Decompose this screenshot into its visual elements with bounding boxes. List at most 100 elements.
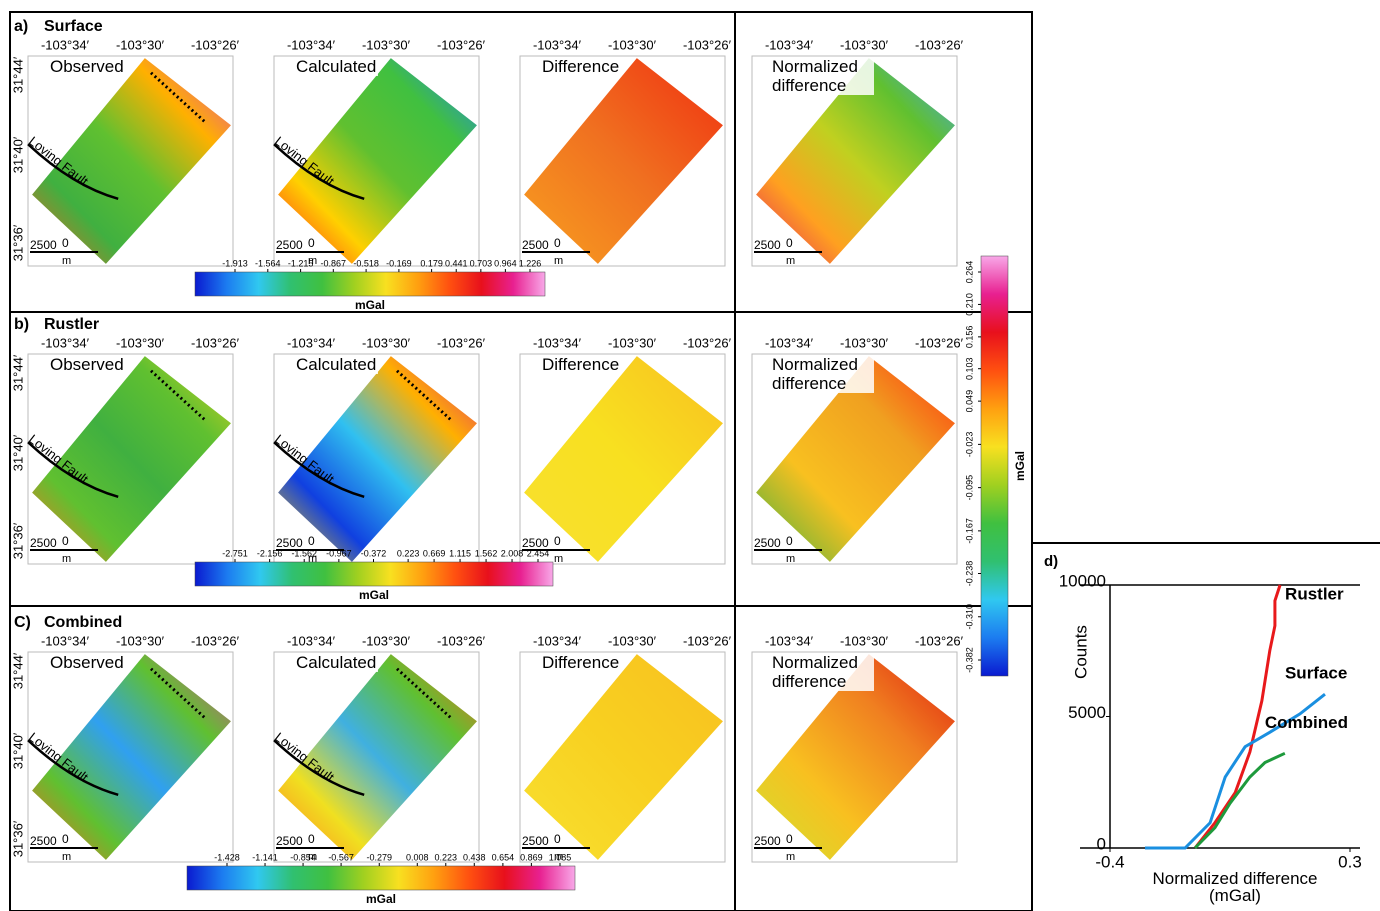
colorbar-unit: mGal bbox=[366, 892, 396, 906]
colorbar-tick-label: 0.438 bbox=[463, 852, 486, 862]
colorbar-tick-label: 0.156 bbox=[964, 326, 974, 349]
colorbar-tick-label: 0.223 bbox=[435, 852, 458, 862]
longitude-label: -103°26′ bbox=[191, 335, 240, 350]
scale-length: 2500 bbox=[276, 238, 303, 252]
scale-unit: m bbox=[62, 553, 71, 565]
scale-length: 2500 bbox=[754, 834, 781, 848]
colorbar-tick-label: -0.967 bbox=[326, 548, 352, 558]
colorbar-tick-label: -1.564 bbox=[255, 258, 281, 268]
colorbar-tick-label: 0.103 bbox=[964, 357, 974, 380]
panel-title: Observed bbox=[48, 355, 126, 374]
latitude-label: 31°40′ bbox=[10, 434, 25, 471]
latitude-label: 31°40′ bbox=[10, 136, 25, 173]
scale-zero: 0 bbox=[786, 832, 793, 846]
figure-canvas: a)Surface-103°34′-103°30′-103°26′31°44′3… bbox=[0, 0, 1380, 911]
colorbar-tick-label: 0.669 bbox=[423, 548, 446, 558]
panel-title: Normalized difference bbox=[770, 653, 874, 691]
latitude-label: 31°36′ bbox=[10, 224, 25, 261]
longitude-label: -103°26′ bbox=[915, 37, 964, 52]
scale-length: 2500 bbox=[522, 238, 549, 252]
colorbar-tick-label: 1.226 bbox=[519, 258, 542, 268]
scale-unit: m bbox=[786, 851, 795, 863]
row-title: Combined bbox=[44, 614, 122, 631]
colorbar-tick-label: 0.654 bbox=[492, 852, 515, 862]
colorbar-tick-label: -0.169 bbox=[386, 258, 412, 268]
row-title: Surface bbox=[44, 18, 103, 35]
colorbar-tick-label: -1.215 bbox=[288, 258, 314, 268]
colorbar-tick-label: -0.279 bbox=[366, 852, 392, 862]
colorbar-tick-label: 0.223 bbox=[397, 548, 420, 558]
row-title: Rustler bbox=[44, 316, 99, 333]
colorbar-tick-label: -0.567 bbox=[328, 852, 354, 862]
colorbar-tick-label: 0.869 bbox=[520, 852, 543, 862]
panel-title: Calculated bbox=[294, 57, 378, 76]
colorbar-tick-label: -1.141 bbox=[252, 852, 278, 862]
longitude-label: -103°34′ bbox=[765, 335, 814, 350]
longitude-label: -103°30′ bbox=[608, 37, 657, 52]
colorbar-tick-label: 0.210 bbox=[964, 293, 974, 316]
y-tick-label: 0 bbox=[1097, 834, 1106, 853]
longitude-label: -103°34′ bbox=[287, 37, 336, 52]
colorbar-tick-label: -0.238 bbox=[964, 561, 974, 587]
colorbar-tick-label: 0.179 bbox=[420, 258, 443, 268]
longitude-label: -103°30′ bbox=[362, 335, 411, 350]
colorbar-tick-label: -0.095 bbox=[964, 475, 974, 501]
longitude-label: -103°26′ bbox=[915, 335, 964, 350]
colorbar-tick-label: -1.562 bbox=[291, 548, 317, 558]
longitude-label: -103°30′ bbox=[840, 37, 889, 52]
scale-unit: m bbox=[786, 255, 795, 267]
colorbar-unit: mGal bbox=[355, 298, 385, 312]
colorbar-tick-label: 2.008 bbox=[501, 548, 524, 558]
colorbar-tick-label: -0.867 bbox=[321, 258, 347, 268]
panel-title: Normalized difference bbox=[770, 355, 874, 393]
colorbar-tick-label: -2.156 bbox=[257, 548, 283, 558]
longitude-label: -103°26′ bbox=[683, 37, 732, 52]
scale-unit: m bbox=[62, 851, 71, 863]
scale-zero: 0 bbox=[554, 236, 561, 250]
longitude-label: -103°26′ bbox=[683, 633, 732, 648]
longitude-label: -103°26′ bbox=[191, 633, 240, 648]
row-label: C) bbox=[14, 614, 31, 631]
colorbar-tick-label: -1.913 bbox=[222, 258, 248, 268]
map-surface bbox=[524, 356, 723, 562]
scale-zero: 0 bbox=[308, 832, 315, 846]
colorbar bbox=[981, 256, 1008, 676]
colorbar-tick-label: -0.518 bbox=[353, 258, 379, 268]
colorbar-unit: mGal bbox=[359, 588, 389, 602]
longitude-label: -103°34′ bbox=[533, 37, 582, 52]
scale-length: 2500 bbox=[754, 238, 781, 252]
colorbar-tick-label: 2.454 bbox=[527, 548, 550, 558]
colorbar-tick-label: 0.049 bbox=[964, 390, 974, 413]
colorbar-tick-label: -0.023 bbox=[964, 432, 974, 458]
figure: a)Surface-103°34′-103°30′-103°26′31°44′3… bbox=[0, 0, 1380, 911]
longitude-label: -103°34′ bbox=[765, 633, 814, 648]
y-tick-label: 10000 bbox=[1059, 571, 1106, 590]
longitude-label: -103°30′ bbox=[840, 335, 889, 350]
colorbar-tick-label: 0.008 bbox=[406, 852, 429, 862]
scale-unit: m bbox=[554, 255, 563, 267]
longitude-label: -103°34′ bbox=[533, 633, 582, 648]
scale-zero: 0 bbox=[308, 236, 315, 250]
colorbar-tick-label: -0.167 bbox=[964, 518, 974, 544]
x-tick-label: 0.3 bbox=[1338, 852, 1362, 871]
scale-zero: 0 bbox=[308, 534, 315, 548]
scale-zero: 0 bbox=[554, 832, 561, 846]
scale-unit: m bbox=[554, 553, 563, 565]
longitude-label: -103°26′ bbox=[437, 335, 486, 350]
panel-title: Observed bbox=[48, 57, 126, 76]
latitude-label: 31°36′ bbox=[10, 522, 25, 559]
colorbar-unit: mGal bbox=[1013, 451, 1027, 481]
scale-length: 2500 bbox=[522, 834, 549, 848]
latitude-label: 31°40′ bbox=[10, 732, 25, 769]
longitude-label: -103°34′ bbox=[41, 37, 90, 52]
series-label: Surface bbox=[1285, 664, 1347, 683]
latitude-label: 31°44′ bbox=[10, 652, 25, 689]
colorbar-tick-label: -1.428 bbox=[214, 852, 240, 862]
longitude-label: -103°26′ bbox=[437, 37, 486, 52]
longitude-label: -103°26′ bbox=[683, 335, 732, 350]
colorbar bbox=[195, 562, 553, 586]
map-surface bbox=[524, 58, 723, 264]
colorbar-tick-label: -0.382 bbox=[964, 647, 974, 673]
colorbar-tick-label: -0.854 bbox=[290, 852, 316, 862]
longitude-label: -103°34′ bbox=[533, 335, 582, 350]
